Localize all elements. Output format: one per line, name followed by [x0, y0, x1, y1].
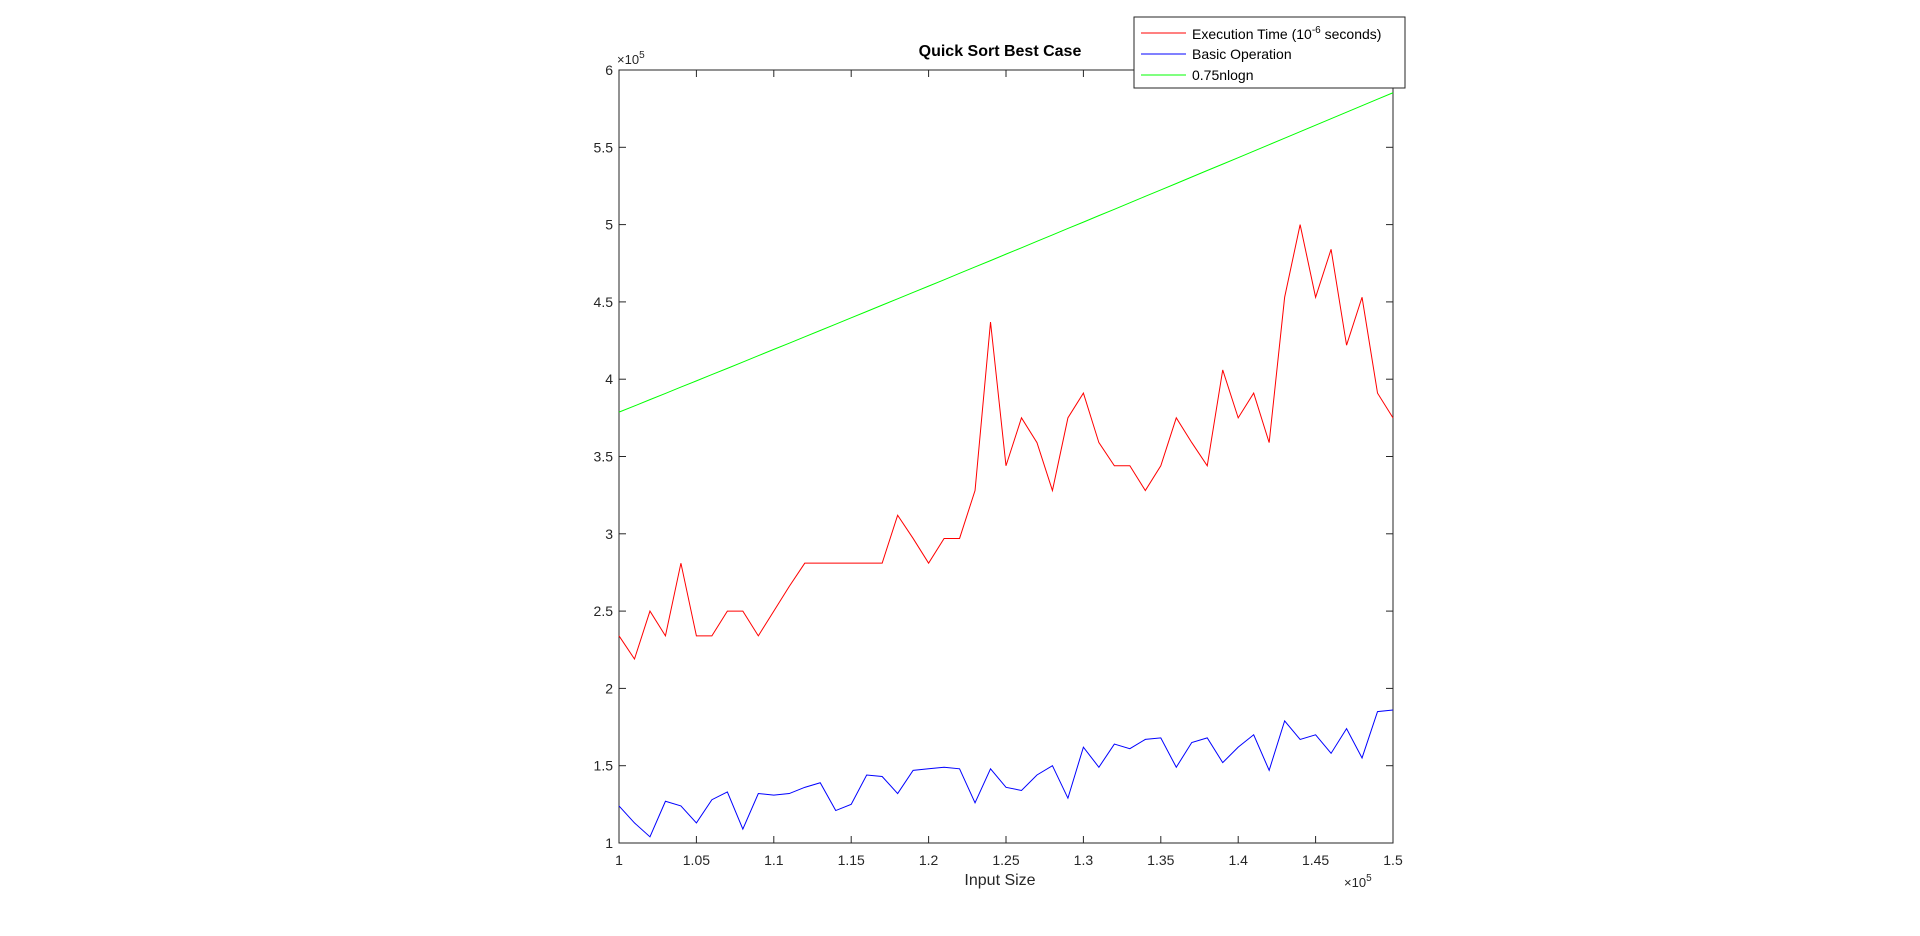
x-tick-label: 1.4	[1228, 852, 1248, 868]
y-tick-label: 1.5	[594, 758, 614, 774]
legend-label-nlogn: 0.75nlogn	[1192, 67, 1254, 83]
x-axis-label: Input Size	[964, 872, 1035, 889]
axes-box	[618, 69, 1394, 844]
y-tick-label: 5	[605, 217, 613, 233]
y-tick-label: 2	[605, 680, 613, 696]
plot-area: 1 1.05 1.1 1.15 1.2 1.25 1.3 1.35 1.4 1.45 1.5 1 1.…	[594, 62, 1403, 868]
legend-label-execution-time-base: Execution Time (10	[1192, 26, 1312, 42]
y-tick-label: 1	[605, 835, 613, 851]
x-axis-ticks: 1 1.05 1.1 1.15 1.2 1.25 1.3 1.35 1.4 1.45 1.5	[615, 70, 1403, 868]
legend-box	[1133, 16, 1406, 89]
legend: Execution Time (10-6 seconds) Basic Oper…	[1133, 16, 1406, 89]
x-tick-label: 1.15	[838, 852, 865, 868]
y-axis-exponent-base: ×10	[617, 52, 639, 67]
series-layer	[618, 92, 1394, 838]
y-tick-label: 4.5	[594, 294, 614, 310]
y-axis-ticks: 1 1.5 2 2.5 3 3.5 4 4.5 5 5.5 6	[594, 62, 1393, 851]
x-tick-label: 1.2	[919, 852, 939, 868]
x-tick-label: 1.3	[1074, 852, 1094, 868]
chart-title: Quick Sort Best Case	[919, 43, 1082, 60]
series-line-execution-time	[618, 224, 1394, 661]
series-line-basic-operation	[618, 709, 1394, 838]
y-tick-label: 6	[605, 62, 613, 78]
y-axis-exponent-power: 5	[639, 50, 645, 61]
x-axis-exponent-base: ×10	[1344, 875, 1366, 890]
y-tick-label: 3.5	[594, 449, 614, 465]
y-tick-label: 4	[605, 371, 613, 387]
y-tick-label: 5.5	[594, 139, 614, 155]
legend-label-execution-time-tail: seconds)	[1321, 26, 1382, 42]
x-tick-label: 1.25	[992, 852, 1019, 868]
x-axis-exponent: ×105	[1344, 873, 1372, 890]
series-line-nlogn	[618, 92, 1394, 413]
x-tick-label: 1	[615, 852, 623, 868]
x-tick-label: 1.05	[683, 852, 710, 868]
y-tick-label: 3	[605, 526, 613, 542]
y-axis-exponent: ×105	[617, 50, 645, 67]
x-tick-label: 1.35	[1147, 852, 1174, 868]
legend-label-execution-time: Execution Time (10-6 seconds)	[1192, 25, 1381, 42]
y-tick-label: 2.5	[594, 603, 614, 619]
legend-label-execution-time-sup: -6	[1312, 25, 1321, 36]
x-tick-label: 1.5	[1383, 852, 1403, 868]
x-axis-exponent-power: 5	[1366, 873, 1372, 884]
x-tick-label: 1.45	[1302, 852, 1329, 868]
x-tick-label: 1.1	[764, 852, 784, 868]
legend-label-basic-operation: Basic Operation	[1192, 46, 1292, 62]
